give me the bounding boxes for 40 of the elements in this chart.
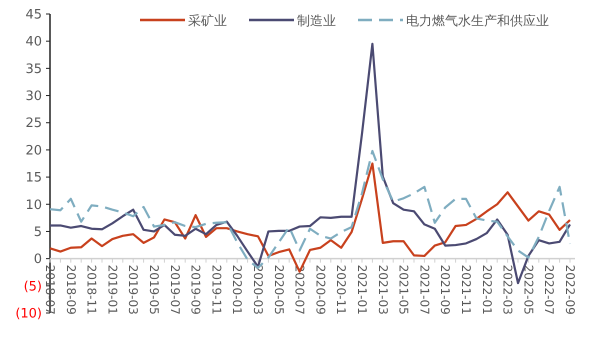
x-tick-label: 2019-05 — [147, 264, 161, 315]
y-tick-label: 0 — [34, 252, 42, 268]
x-tick-label: 2022-07 — [542, 264, 556, 315]
y-tick-label: 20 — [25, 143, 42, 158]
y-tick-label: 25 — [25, 116, 42, 132]
x-tick-label: 2018-07 — [43, 264, 57, 315]
x-tick-label: 2021-11 — [459, 264, 473, 315]
x-tick-label: 2020-05 — [272, 264, 286, 315]
x-tick-label: 2019-01 — [105, 264, 120, 315]
y-tick-label: 5 — [34, 224, 42, 240]
legend-label: 采矿业 — [188, 14, 227, 29]
y-tick-label: 30 — [25, 89, 42, 104]
x-tick-label: 2018-09 — [64, 264, 78, 315]
x-tick-label: 2020-01 — [230, 264, 244, 315]
x-tick-label: 2021-01 — [355, 264, 369, 315]
x-tick-label: 2022-05 — [521, 264, 536, 315]
x-tick-label: 2021-03 — [376, 264, 390, 315]
legend-label: 制造业 — [297, 14, 336, 29]
x-tick-label: 2019-03 — [126, 264, 140, 315]
legend-label: 电力燃气水生产和供应业 — [406, 13, 549, 29]
x-tick-label: 2021-07 — [417, 264, 432, 315]
y-tick-label: 35 — [25, 62, 42, 77]
x-tick-label: 2019-09 — [188, 264, 203, 315]
x-tick-label: 2019-07 — [168, 264, 182, 315]
x-tick-label: 2020-11 — [334, 264, 348, 315]
x-tick-label: 2020-03 — [251, 264, 265, 315]
x-tick-label: 2022-03 — [500, 264, 515, 315]
x-tick-label: 2020-09 — [313, 264, 328, 315]
x-tick-label: 2018-11 — [84, 264, 99, 315]
y-tick-label: (10) — [15, 306, 42, 322]
y-tick-label: 15 — [25, 170, 42, 186]
x-tick-label: 2022-01 — [480, 264, 494, 315]
x-tick-label: 2021-09 — [438, 264, 452, 315]
y-tick-label: 10 — [25, 198, 42, 213]
x-tick-label: 2019-11 — [209, 264, 224, 315]
y-tick-label: 45 — [25, 8, 42, 22]
x-tick-label: 2021-05 — [396, 264, 411, 315]
y-tick-label: 40 — [25, 34, 42, 50]
y-tick-label: (5) — [24, 279, 42, 294]
x-tick-label: 2022-09 — [563, 264, 577, 315]
